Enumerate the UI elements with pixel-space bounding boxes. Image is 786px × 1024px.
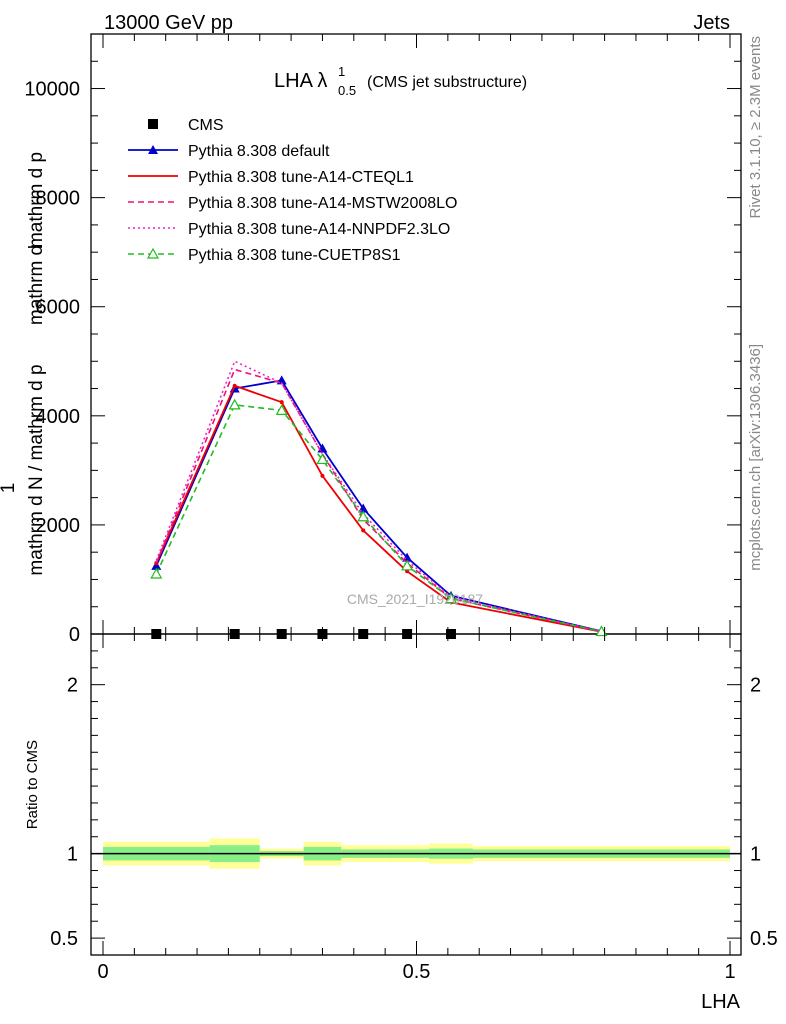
y-tick-label-3: 6000 [36, 297, 81, 319]
y-axis-label: mathrm d mathrm d p 1 mathrm d N / mathr… [0, 152, 47, 576]
ratio-tick-label-left-2: 2 [67, 675, 78, 697]
cms-point-6 [445, 629, 456, 639]
series-4-point-4 [357, 510, 370, 522]
legend-label-0: Pythia 8.308 default [188, 143, 330, 160]
side-rivet: Rivet 3.1.10, ≥ 2.3M events [747, 36, 764, 219]
series-1-point-2 [279, 400, 284, 405]
y-label-denominator: mathrm d N / mathrm d p [26, 364, 47, 575]
ratio-tick-label-right-0: 0.5 [750, 928, 778, 950]
series-1-point-3 [320, 473, 325, 478]
y-tick-label-0: 0 [69, 624, 80, 646]
side-mcplots: mcplots.cern.ch [arXiv:1306.3436] [747, 344, 764, 571]
legend-marker-0 [148, 145, 158, 154]
series-4-point-7 [595, 625, 608, 637]
series-line-0 [155, 379, 602, 633]
series-0-point-0 [151, 560, 162, 570]
ratio-tick-label-left-1: 1 [67, 844, 78, 866]
cms-point-1 [229, 629, 240, 639]
series-4-point-6 [444, 592, 458, 604]
ratio-plot-border [90, 633, 742, 956]
chart-title: LHA λ 1 0.5 (CMS jet substructure) [274, 64, 527, 98]
legend-label-2: Pythia 8.308 tune-A14-MSTW2008LO [188, 195, 457, 212]
series-4-point-0 [150, 567, 163, 579]
series-line-3 [155, 360, 602, 633]
y-label-one: 1 [0, 483, 19, 494]
legend: CMS Pythia 8.308 default Pythia 8.308 tune… [128, 117, 457, 264]
legend-label-4: Pythia 8.308 tune-CUETP8S1 [188, 247, 401, 264]
cms-point-0 [151, 629, 162, 639]
series-layer [150, 360, 608, 637]
series-1-point-1 [232, 383, 237, 388]
legend-label-3: Pythia 8.308 tune-A14-NNPDF2.3LO [188, 221, 450, 238]
axis-ticks [91, 34, 741, 955]
ratio-tick-label-left-0: 0.5 [50, 928, 78, 950]
legend-label-1: Pythia 8.308 tune-A14-CTEQL1 [188, 169, 414, 186]
title-main: LHA λ [274, 70, 327, 92]
x-axis-label: LHA [701, 991, 741, 1013]
series-4-point-2 [275, 404, 288, 415]
axis-tick-labels: 0 2000 4000 6000 8000 10000 0.5 0.5 1 1 2 2 0 0.5 1 [24, 79, 777, 983]
cms-point-2 [276, 629, 287, 639]
title-sub: 0.5 [338, 83, 356, 98]
title-sup: 1 [338, 64, 345, 79]
legend-label-cms: CMS [188, 117, 224, 134]
header-left: 13000 GeV pp [104, 12, 233, 34]
series-line-1 [155, 384, 602, 633]
legend-marker-4 [146, 247, 160, 259]
x-tick-label-1: 0.5 [403, 961, 431, 983]
y-tick-label-1: 2000 [36, 515, 81, 537]
cms-point-5 [402, 629, 413, 639]
title-note: (CMS jet substructure) [367, 74, 527, 91]
ratio-plot-frame [90, 633, 742, 956]
series-4-point-5 [401, 559, 414, 571]
series-line-2 [155, 368, 602, 633]
y-label-numerator-2: mathrm d p [26, 152, 47, 248]
series-line-4 [155, 404, 602, 633]
y-tick-label-2: 4000 [36, 406, 81, 428]
y-tick-label-4: 8000 [36, 188, 81, 210]
watermark: CMS_2021_I1920187 [347, 591, 483, 607]
series-0-point-5 [402, 552, 413, 562]
ratio-tick-label-right-1: 1 [750, 844, 761, 866]
series-4-point-1 [228, 398, 241, 410]
legend-marker-cms [148, 119, 158, 129]
y-label-numerator-1: mathrm d [26, 245, 47, 325]
series-4-point-3 [316, 453, 329, 465]
x-tick-label-2: 1 [724, 961, 735, 983]
y-tick-label-5: 10000 [24, 79, 80, 101]
header-right: Jets [693, 12, 730, 34]
x-tick-label-0: 0 [97, 961, 108, 983]
svg-text:LHA λ: LHA λ [274, 70, 327, 92]
ratio-tick-label-right-2: 2 [750, 675, 761, 697]
cms-point-4 [358, 629, 369, 639]
series-1-point-4 [361, 528, 366, 533]
ratio-y-label: Ratio to CMS [24, 740, 41, 829]
